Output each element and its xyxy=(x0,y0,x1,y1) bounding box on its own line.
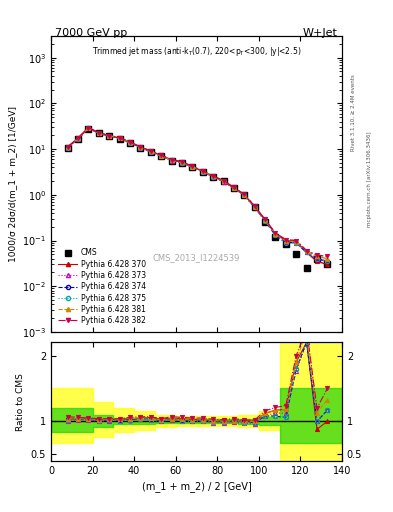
Text: mcplots.cern.ch [arXiv:1306.3436]: mcplots.cern.ch [arXiv:1306.3436] xyxy=(367,132,372,227)
Text: Trimmed jet mass (anti-k$_{\rm T}$(0.7), 220<p$_{\rm T}$<300, |y|<2.5): Trimmed jet mass (anti-k$_{\rm T}$(0.7),… xyxy=(92,45,301,58)
X-axis label: (m_1 + m_2) / 2 [GeV]: (m_1 + m_2) / 2 [GeV] xyxy=(141,481,252,492)
Y-axis label: Ratio to CMS: Ratio to CMS xyxy=(16,373,25,431)
Text: CMS_2013_I1224539: CMS_2013_I1224539 xyxy=(153,253,240,263)
Text: 7000 GeV pp: 7000 GeV pp xyxy=(55,28,127,38)
Y-axis label: 1000/σ 2dσ/d(m_1 + m_2) [1/GeV]: 1000/σ 2dσ/d(m_1 + m_2) [1/GeV] xyxy=(8,106,17,262)
Legend: CMS, Pythia 6.428 370, Pythia 6.428 373, Pythia 6.428 374, Pythia 6.428 375, Pyt: CMS, Pythia 6.428 370, Pythia 6.428 373,… xyxy=(55,245,149,328)
Text: W+Jet: W+Jet xyxy=(303,28,338,38)
Text: Rivet 3.1.10, ≥ 2.4M events: Rivet 3.1.10, ≥ 2.4M events xyxy=(351,74,356,151)
